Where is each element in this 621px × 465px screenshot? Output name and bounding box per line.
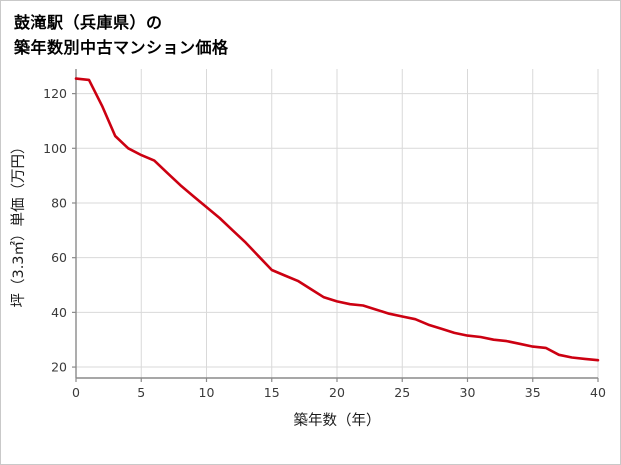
chart-title-line-1: 鼓滝駅（兵庫県）の [14, 13, 163, 32]
x-tick-label: 5 [137, 385, 145, 400]
x-tick-label: 30 [460, 385, 476, 400]
y-tick-label: 60 [51, 250, 67, 265]
y-tick-label: 40 [51, 304, 67, 319]
price-line [74, 76, 600, 362]
y-tick-label: 120 [43, 86, 67, 101]
y-tick-label: 100 [43, 140, 67, 155]
x-axis-label: 築年数（年） [294, 411, 381, 429]
x-tick-label: 0 [72, 385, 80, 400]
price-line-chart: 0 5 10 15 20 25 30 35 40 20 40 60 80 100 120 築年数（年） 坪（3.… [10, 68, 606, 429]
x-tick-label: 15 [264, 385, 280, 400]
x-tick-label: 40 [590, 385, 606, 400]
x-tick-labels: 0 5 10 15 20 25 30 35 40 [72, 377, 606, 400]
y-tick-labels: 20 40 60 80 100 120 [43, 86, 76, 374]
x-tick-label: 10 [199, 385, 215, 400]
x-tick-label: 20 [329, 385, 345, 400]
y-axis-label: 坪（3.3㎡）単価（万円） [10, 139, 27, 307]
x-tick-label: 25 [394, 385, 410, 400]
chart-header: 鼓滝駅（兵庫県）の 築年数別中古マンション価格 [1, 1, 620, 61]
y-tick-label: 80 [51, 195, 67, 210]
chart-title-line-2: 築年数別中古マンション価格 [14, 37, 229, 57]
grid-lines [76, 68, 599, 378]
x-tick-label: 35 [525, 385, 541, 400]
y-tick-label: 20 [51, 359, 67, 374]
